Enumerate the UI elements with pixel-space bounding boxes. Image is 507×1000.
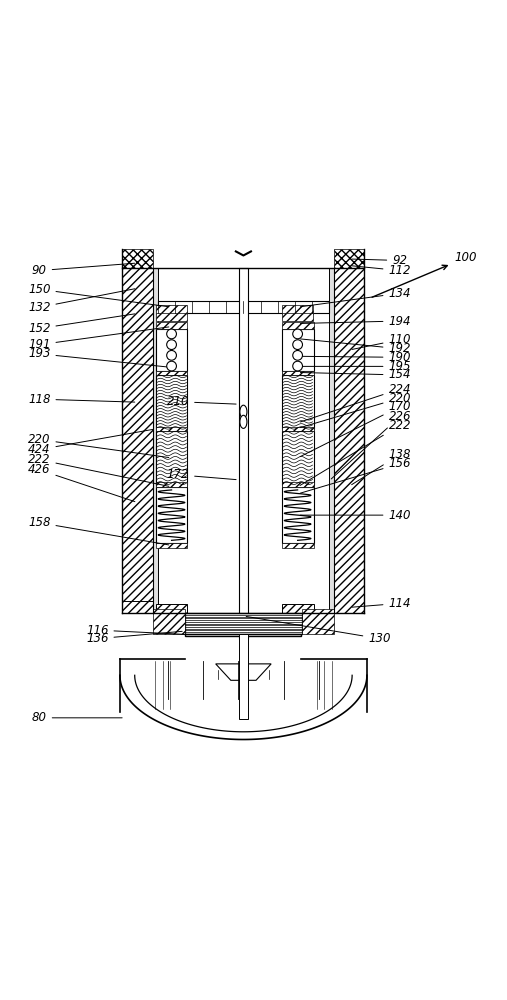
Text: 116: 116: [86, 624, 187, 637]
Bar: [156, 313, 187, 321]
Bar: [156, 329, 188, 371]
Text: 118: 118: [28, 393, 135, 406]
Bar: [185, 613, 302, 634]
Bar: [156, 431, 188, 485]
Bar: [186, 634, 301, 636]
Ellipse shape: [240, 405, 247, 418]
Bar: [156, 485, 188, 489]
Bar: [282, 427, 313, 431]
Text: 132: 132: [28, 289, 135, 314]
Text: 156: 156: [300, 457, 411, 493]
Bar: [282, 431, 313, 485]
Bar: [329, 268, 334, 613]
Bar: [282, 305, 313, 314]
Circle shape: [293, 340, 303, 350]
Text: 150: 150: [28, 283, 169, 307]
Text: 191: 191: [28, 327, 169, 351]
Text: 80: 80: [32, 711, 122, 724]
Bar: [282, 371, 313, 378]
Bar: [282, 329, 313, 371]
Text: 152: 152: [28, 314, 135, 335]
Bar: [282, 322, 313, 329]
Bar: [156, 543, 188, 548]
Text: 192: 192: [300, 339, 411, 355]
Circle shape: [167, 340, 176, 350]
Text: 134: 134: [300, 287, 411, 307]
Circle shape: [167, 350, 176, 360]
Text: 195: 195: [300, 360, 411, 373]
Circle shape: [293, 350, 303, 360]
Text: 226: 226: [331, 410, 411, 479]
Text: 154: 154: [300, 368, 411, 381]
Text: 194: 194: [300, 315, 411, 328]
Text: 92: 92: [352, 254, 407, 267]
Bar: [302, 609, 334, 634]
Text: 424: 424: [28, 429, 153, 456]
Bar: [156, 427, 188, 431]
Bar: [282, 487, 313, 543]
Text: 170: 170: [300, 400, 411, 457]
Bar: [153, 268, 158, 613]
Circle shape: [167, 329, 176, 339]
Bar: [334, 249, 365, 268]
Circle shape: [293, 361, 303, 371]
Bar: [156, 322, 188, 329]
Ellipse shape: [240, 415, 247, 428]
Bar: [156, 482, 188, 487]
Text: 110: 110: [352, 333, 411, 349]
Bar: [334, 268, 365, 613]
Text: 193: 193: [28, 347, 169, 367]
Text: 426: 426: [28, 463, 135, 502]
Text: 140: 140: [300, 509, 411, 522]
Text: 222: 222: [300, 419, 411, 485]
Text: 90: 90: [32, 263, 135, 277]
Bar: [156, 371, 188, 375]
Text: 210: 210: [167, 395, 236, 408]
Bar: [282, 482, 313, 487]
Bar: [122, 249, 153, 268]
Bar: [156, 487, 188, 543]
Text: 100: 100: [372, 251, 477, 297]
Bar: [156, 371, 188, 378]
Bar: [282, 313, 313, 321]
Text: 224: 224: [300, 383, 411, 422]
Bar: [282, 375, 313, 429]
Bar: [156, 604, 188, 613]
Text: 112: 112: [352, 264, 411, 277]
Circle shape: [167, 361, 176, 371]
Circle shape: [293, 329, 303, 339]
Bar: [282, 371, 313, 375]
Bar: [156, 375, 188, 429]
Bar: [239, 268, 248, 639]
Text: 220: 220: [300, 392, 411, 428]
Text: 172: 172: [167, 468, 236, 481]
Bar: [282, 543, 313, 548]
Text: 138: 138: [352, 448, 411, 485]
Bar: [282, 485, 313, 489]
Text: 130: 130: [246, 616, 391, 645]
Text: 158: 158: [28, 516, 169, 545]
Bar: [122, 268, 153, 613]
Bar: [158, 301, 329, 313]
Bar: [156, 429, 188, 433]
Text: 114: 114: [352, 597, 411, 610]
Bar: [282, 429, 313, 433]
Text: 222: 222: [28, 453, 169, 486]
Polygon shape: [215, 664, 271, 680]
Text: 190: 190: [300, 351, 411, 364]
Bar: [156, 305, 187, 314]
Bar: [239, 634, 248, 719]
Bar: [282, 604, 313, 613]
Text: 136: 136: [86, 631, 182, 645]
Bar: [153, 609, 185, 634]
Bar: [122, 601, 153, 613]
Text: 220: 220: [28, 433, 169, 458]
